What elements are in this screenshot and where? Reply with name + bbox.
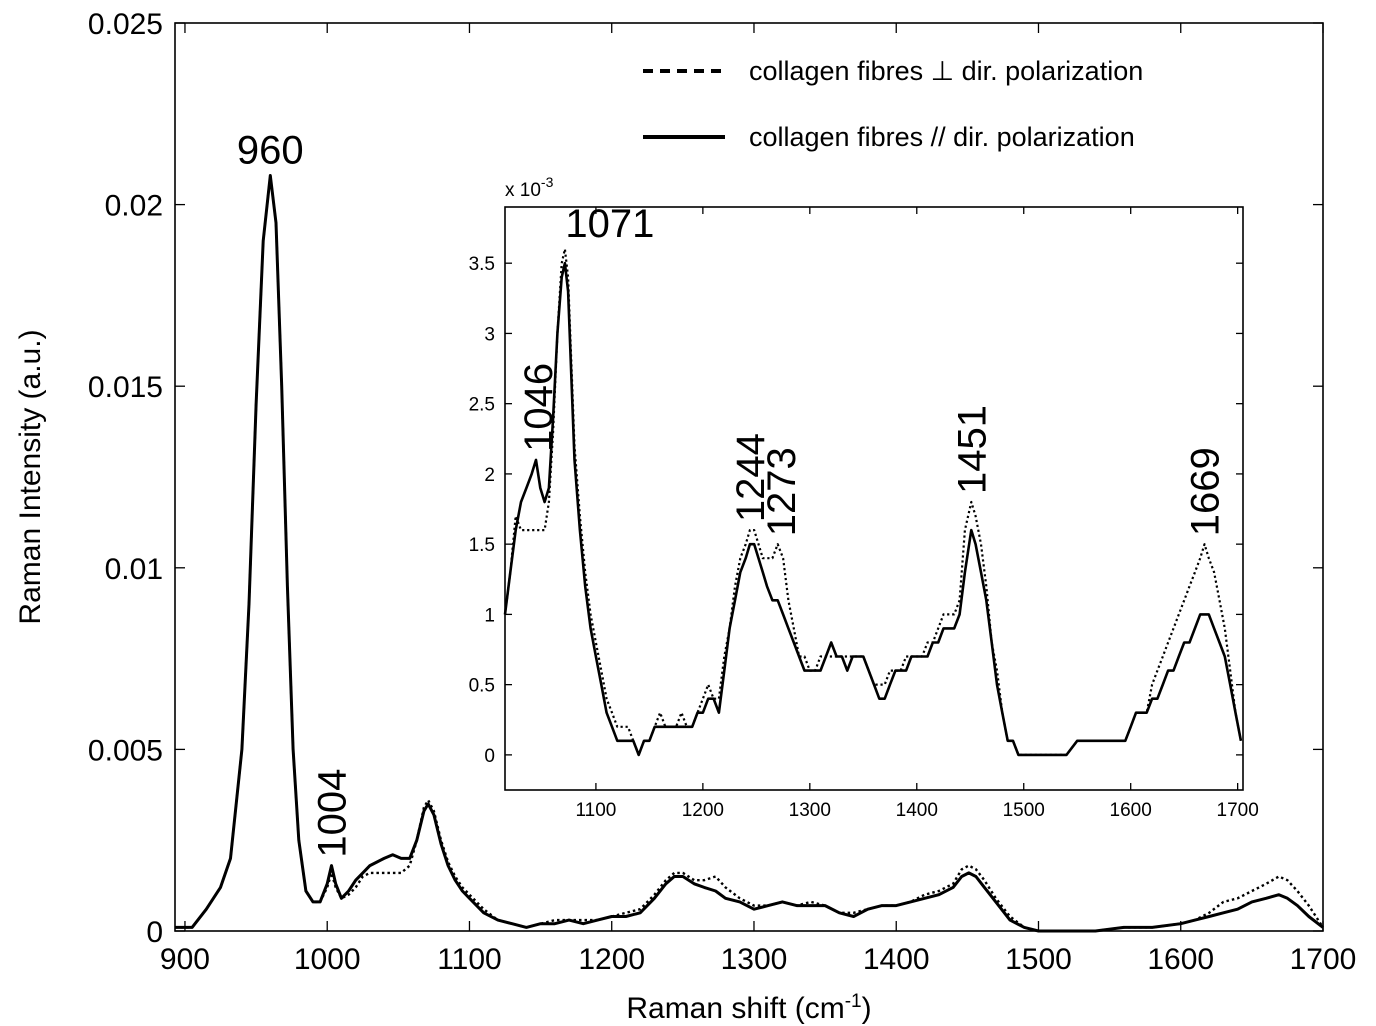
main-plot: 900 1000 1100 1200 1300 1400 1500 1600 1700 0 0.00… (88, 8, 1356, 976)
inset-y-multiplier: x 10-3 (505, 174, 554, 201)
main-x-tick-label: 1500 (1005, 943, 1072, 976)
inset-peak-label-1244: 1244 (729, 433, 773, 522)
main-x-tick-label: 1300 (721, 943, 788, 976)
inset-peak-label-1046: 1046 (517, 363, 561, 452)
inset-background (505, 207, 1243, 790)
main-frame (174, 22, 1324, 932)
inset-x-tick-label: 1700 (1217, 800, 1259, 821)
inset-y-tick-label: 0.5 (469, 676, 495, 697)
main-y-tick-label: 0.005 (88, 734, 163, 767)
inset-peak-label-1071: 1071 (565, 202, 654, 246)
inset-peak-label-1273: 1273 (760, 447, 804, 536)
inset-y-tick-label: 3 (484, 324, 495, 345)
main-x-tick-label: 1000 (294, 943, 361, 976)
main-y-tick-label: 0.015 (88, 371, 163, 404)
main-y-tick-label: 0 (146, 916, 163, 949)
inset-peak-label-1451: 1451 (950, 405, 994, 494)
inset-x-tick-label: 1200 (682, 800, 724, 821)
legend-label-dotted: collagen fibres ⊥ dir. polarization (749, 56, 1143, 86)
inset-y-multiplier-part: -3 (541, 174, 554, 190)
x-axis-title-part: Raman shift (cm (626, 992, 844, 1025)
inset-y-tick-label: 1 (484, 605, 495, 626)
inset-x-tick-label: 1100 (575, 800, 616, 821)
main-y-tick-label: 0.02 (105, 190, 163, 223)
inset-y-tick-label: 3.5 (469, 254, 495, 275)
inset-x-tick-label: 1500 (1003, 800, 1045, 821)
inset-x-tick-label: 1300 (789, 800, 831, 821)
main-peak-label-960: 960 (237, 129, 304, 173)
inset-x-tick-label: 1400 (896, 800, 938, 821)
main-x-tick-label: 1600 (1147, 943, 1214, 976)
legend: collagen fibres ⊥ dir. polarization colla… (643, 56, 1143, 152)
main-x-tick-label: 1100 (437, 943, 502, 976)
main-x-tick-label: 1400 (863, 943, 930, 976)
inset-y-tick-label: 1.5 (469, 535, 495, 556)
main-peak-label-1004: 1004 (311, 769, 355, 858)
main-y-tick-label: 0.01 (105, 553, 163, 586)
legend-label-solid: collagen fibres // dir. polarization (749, 122, 1135, 152)
inset-x-tick-label: 1600 (1110, 800, 1152, 821)
inset-y-multiplier-part: x 10 (505, 180, 541, 201)
main-x-tick-label: 1200 (578, 943, 645, 976)
main-y-tick-label: 0.025 (88, 8, 163, 41)
y-axis-title: Raman Intensity (a.u.) (14, 329, 47, 624)
inset-y-tick-label: 0 (484, 746, 495, 767)
x-axis-title-part: ) (862, 992, 872, 1025)
x-axis-title-part: -1 (845, 991, 862, 1012)
x-axis-title: Raman shift (cm-1) (626, 991, 871, 1025)
inset-frame (504, 206, 1244, 791)
inset-y-tick-label: 2 (484, 465, 495, 486)
inset-plot: 1100 1200 1300 1400 1500 1600 1700 0 0.5 1 1.5 2 2.5… (469, 202, 1259, 821)
inset-y-tick-label: 2.5 (469, 395, 495, 416)
main-x-tick-label: 1700 (1290, 943, 1357, 976)
main-x-tick-label: 900 (160, 943, 210, 976)
main-series-solid (175, 174, 1324, 933)
inset-peak-label-1669: 1669 (1184, 447, 1228, 536)
inset-series-solid (503, 261, 1243, 757)
